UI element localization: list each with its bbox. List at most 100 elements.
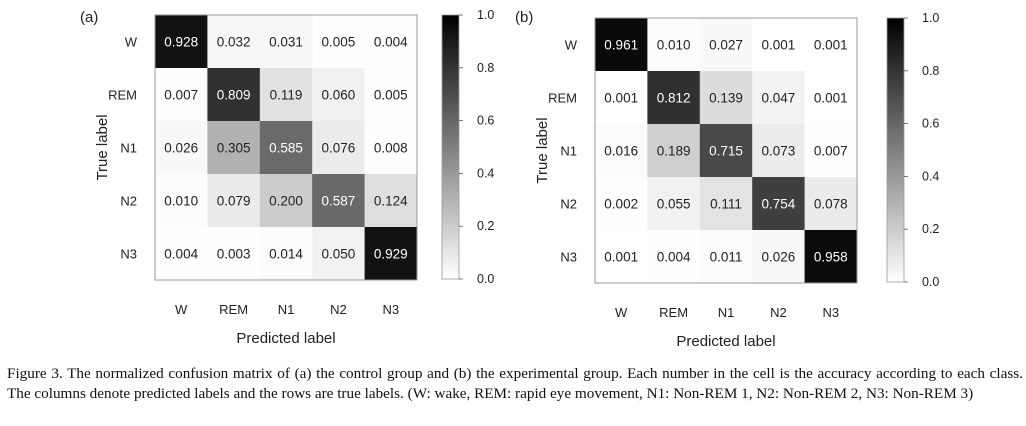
colorbar-tick-label: 0.0 — [922, 275, 939, 289]
matrix-cell — [312, 227, 366, 281]
matrix-cell — [804, 230, 858, 284]
matrix-cell — [595, 177, 648, 231]
cell-value: 0.715 — [709, 144, 743, 159]
matrix-cell — [259, 174, 313, 228]
matrix-cell — [699, 230, 753, 284]
cell-value: 0.003 — [217, 247, 251, 262]
matrix-cell — [259, 227, 313, 281]
cell-value: 0.076 — [322, 141, 356, 156]
matrix-cell — [312, 174, 366, 228]
cell-value: 0.007 — [814, 144, 848, 159]
cell-value: 0.055 — [657, 197, 691, 212]
cell-value: 0.079 — [217, 194, 251, 209]
matrix-cell — [595, 18, 648, 72]
cell-value: 0.010 — [657, 38, 691, 53]
cell-value: 0.011 — [710, 250, 743, 265]
cell-value: 0.073 — [762, 144, 796, 159]
cell-value: 0.001 — [604, 250, 638, 265]
cell-value: 0.004 — [374, 35, 408, 50]
cell-value: 0.026 — [762, 250, 796, 265]
matrix-cell — [364, 227, 418, 281]
matrix-cell — [752, 18, 806, 72]
matrix-cell — [752, 124, 806, 178]
x-tick-label: N2 — [770, 305, 787, 320]
colorbar-tick-label: 0.8 — [922, 64, 939, 78]
matrix-cell — [207, 15, 261, 69]
cell-value: 0.060 — [322, 88, 356, 103]
colorbar-tick-label: 1.0 — [477, 8, 494, 22]
cell-value: 0.001 — [604, 91, 638, 106]
matrix-cell — [752, 71, 806, 125]
x-tick-label: N1 — [278, 302, 295, 317]
matrix-cell — [752, 177, 806, 231]
matrix-cell — [207, 121, 261, 175]
x-tick-label: REM — [219, 302, 248, 317]
x-tick-label: N3 — [382, 302, 399, 317]
cell-value: 0.016 — [604, 144, 638, 159]
matrix-cell — [207, 174, 261, 228]
cell-value: 0.001 — [814, 38, 848, 53]
matrix-cell — [595, 124, 648, 178]
matrix-cell — [259, 15, 313, 69]
cell-value: 0.002 — [604, 197, 638, 212]
matrix-cell — [364, 15, 418, 69]
cell-value: 0.004 — [657, 250, 691, 265]
matrix-cell — [207, 68, 261, 122]
panel-label: (b) — [515, 9, 533, 26]
matrix-cell — [699, 124, 753, 178]
panel-label: (a) — [80, 9, 98, 26]
cell-value: 0.027 — [709, 38, 743, 53]
cell-value: 0.031 — [269, 35, 303, 50]
figure-caption: Figure 3. The normalized confusion matri… — [7, 365, 1023, 402]
cell-value: 0.078 — [814, 197, 848, 212]
matrix-cell — [364, 121, 418, 175]
x-tick-label: N3 — [822, 305, 839, 320]
matrix-cell — [259, 121, 313, 175]
cell-value: 0.026 — [164, 141, 198, 156]
y-axis-title: True label — [94, 114, 111, 180]
cell-value: 0.754 — [762, 197, 796, 212]
matrix-cell — [804, 124, 858, 178]
matrix-cell — [155, 68, 208, 122]
confusion-matrix-figure: 0.928 0.032 0.031 0.005 0.004 0.007 0.809 0.119… — [80, 8, 939, 350]
matrix-frame — [154, 14, 418, 281]
matrix-cell — [312, 15, 366, 69]
colorbar-tick-label: 0.6 — [922, 117, 939, 131]
matrix-cell — [207, 227, 261, 281]
matrix-cell — [595, 230, 648, 284]
colorbar — [886, 17, 905, 283]
matrix-cell — [155, 121, 208, 175]
colorbar-tick-label: 0.6 — [477, 114, 494, 128]
colorbar-tick-label: 0.0 — [477, 272, 494, 286]
matrix-cell — [804, 18, 858, 72]
x-tick-label: N2 — [330, 302, 347, 317]
y-tick-label: N2 — [120, 194, 137, 209]
cell-value: 0.809 — [217, 88, 251, 103]
cell-value: 0.929 — [374, 247, 408, 262]
cell-value: 0.001 — [814, 91, 848, 106]
colorbar-tick-label: 0.8 — [477, 61, 494, 75]
cell-value: 0.189 — [657, 144, 691, 159]
matrix-cell — [647, 177, 701, 231]
matrix-cell — [259, 68, 313, 122]
cell-value: 0.050 — [322, 247, 356, 262]
y-tick-label: N2 — [560, 197, 577, 212]
colorbar — [441, 14, 460, 280]
matrix-cell — [699, 18, 753, 72]
cell-value: 0.001 — [762, 38, 796, 53]
x-axis-title: Predicted label — [236, 330, 335, 347]
y-tick-label: W — [565, 38, 578, 53]
cell-value: 0.200 — [269, 194, 303, 209]
panel-a: 0.928 0.032 0.031 0.005 0.004 0.007 0.809 0.119… — [80, 8, 494, 347]
matrix-cell — [752, 230, 806, 284]
matrix-cell — [155, 227, 208, 281]
x-tick-label: REM — [659, 305, 688, 320]
y-tick-label: N1 — [560, 144, 577, 159]
matrix-cell — [699, 177, 753, 231]
cell-value: 0.812 — [657, 91, 691, 106]
y-tick-label: REM — [548, 91, 577, 106]
matrix-cell — [647, 124, 701, 178]
colorbar-tick-label: 0.2 — [477, 219, 494, 233]
colorbar-tick-label: 1.0 — [922, 11, 939, 25]
y-tick-label: N1 — [120, 141, 137, 156]
